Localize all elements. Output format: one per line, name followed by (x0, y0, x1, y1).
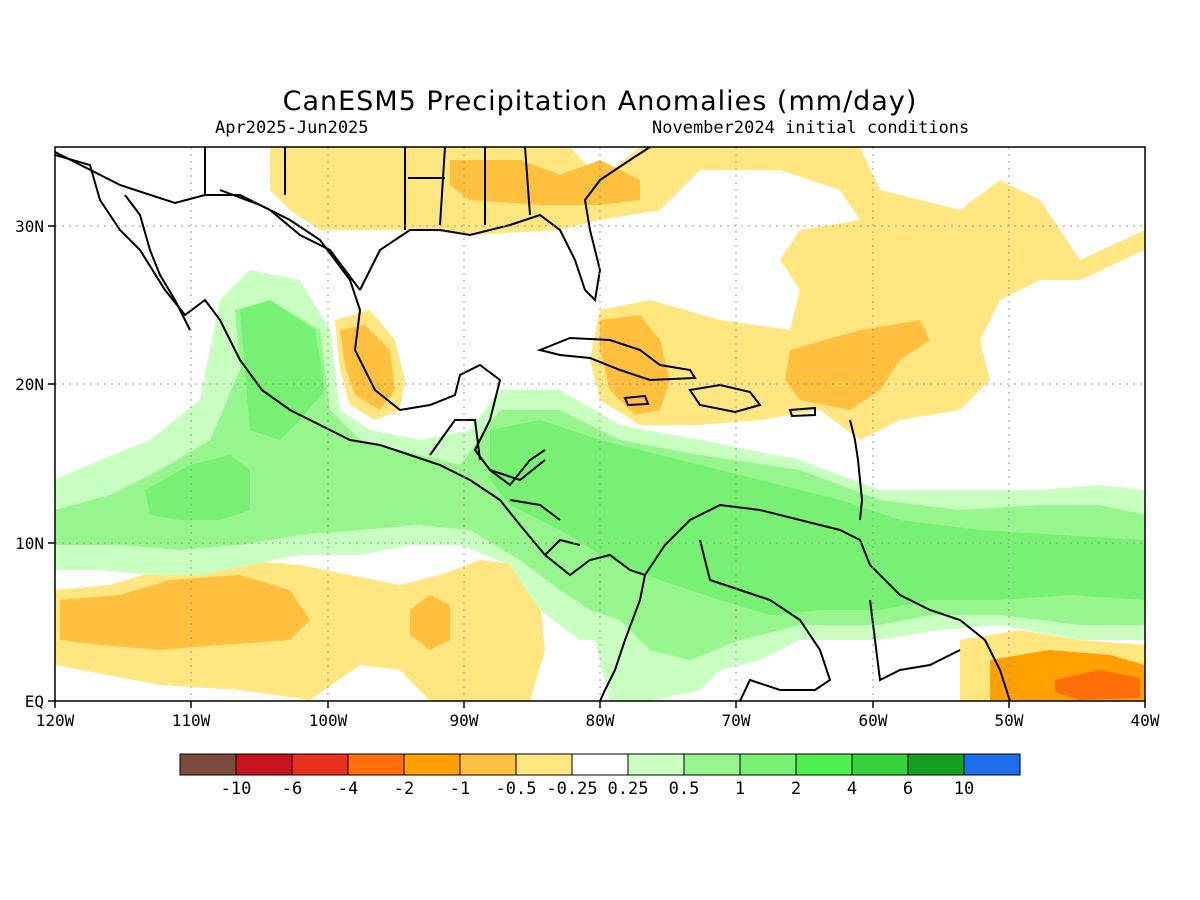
colorbar-label: 1 (735, 779, 745, 799)
coastline-jamaica (623, 394, 650, 407)
lat-tick-label: EQ (25, 692, 44, 711)
colorbar-swatch (571, 753, 629, 776)
dry-heavy-atlantic-equator (1055, 670, 1140, 700)
colorbar-label: 0.5 (669, 779, 700, 799)
dry-mid-mexico-gulf (340, 325, 395, 410)
colorbar-swatch (459, 753, 517, 776)
colorbar-label: -4 (338, 779, 358, 799)
colorbar-swatch (235, 753, 293, 776)
lon-tick-label: 60W (859, 711, 888, 730)
coastline-hispaniola (688, 383, 762, 414)
colorbar-swatch (683, 753, 741, 776)
colorbar-swatch (291, 753, 349, 776)
colorbar-swatch (795, 753, 853, 776)
border-venezuela (699, 539, 832, 701)
lon-tick-label: 120W (36, 711, 75, 730)
colorbar-swatch (179, 753, 237, 776)
colorbar-label: -6 (282, 779, 302, 799)
coastline-south-america (644, 503, 1011, 701)
dry-region-north (270, 147, 1145, 440)
colorbar-swatch (739, 753, 797, 776)
colorbar-swatch (851, 753, 909, 776)
dry-mid-florida (450, 160, 640, 205)
lat-tick-label: 30N (15, 217, 44, 236)
subtitle-initial-conditions: November2024 initial conditions (652, 118, 970, 138)
colorbar-swatch (403, 753, 461, 776)
wet-strong-pacific (145, 455, 250, 520)
colorbar-label: -1 (450, 779, 470, 799)
colorbar-label: -2 (394, 779, 414, 799)
colorbar-label: -0.25 (546, 779, 597, 799)
subtitle-period: Apr2025-Jun2025 (215, 118, 369, 138)
lon-tick-label: 50W (995, 711, 1024, 730)
colorbar-swatch (963, 753, 1021, 776)
lon-tick-label: 90W (450, 711, 479, 730)
lon-tick-label: 70W (722, 711, 751, 730)
border-us-states (204, 147, 531, 230)
border-guyana (869, 599, 961, 682)
dry-mid-atlantic (785, 320, 930, 410)
colorbar-label: -0.5 (496, 779, 537, 799)
coastlines (55, 147, 1011, 701)
border-us-mexico (55, 151, 361, 291)
coastline-lesser-antilles (849, 419, 864, 521)
lat-tick-label: 10N (15, 534, 44, 553)
dry-mid-caribbean (600, 315, 670, 415)
coastline-baja (124, 194, 191, 331)
coastline-us-gulf (359, 147, 651, 303)
lon-tick-label: 100W (309, 711, 348, 730)
colorbar-swatch (627, 753, 685, 776)
axis-ticks (48, 225, 1146, 708)
anomaly-field (55, 147, 1145, 701)
colorbar-label: 6 (903, 779, 913, 799)
colorbar-swatch (347, 753, 405, 776)
colorbar-label: 0.25 (608, 779, 649, 799)
lon-tick-label: 40W (1131, 711, 1160, 730)
grid (55, 147, 1145, 701)
wet-strong-mexico-pacific (240, 300, 325, 440)
lon-tick-label: 110W (172, 711, 211, 730)
lon-tick-label: 80W (586, 711, 615, 730)
coastline-puerto-rico (788, 406, 816, 418)
colorbar-label: 2 (791, 779, 801, 799)
tick-labels: 120W 110W 100W 90W 80W 70W 60W 50W 40W E… (15, 217, 1160, 730)
colorbar-label: 10 (954, 779, 974, 799)
colorbar-label: -10 (221, 779, 252, 799)
colorbar-swatch (515, 753, 573, 776)
chart-title: CanESM5 Precipitation Anomalies (mm/day) (282, 86, 918, 117)
dry-mid-pacific-east (410, 595, 450, 650)
colorbar-swatch (907, 753, 965, 776)
dry-mid-pacific (60, 575, 310, 650)
border-central-america (429, 419, 581, 556)
wet-strong-central-america (490, 420, 1145, 615)
colorbar-label: 4 (847, 779, 857, 799)
lat-tick-label: 20N (15, 375, 44, 394)
coastline-cuba (536, 336, 697, 382)
